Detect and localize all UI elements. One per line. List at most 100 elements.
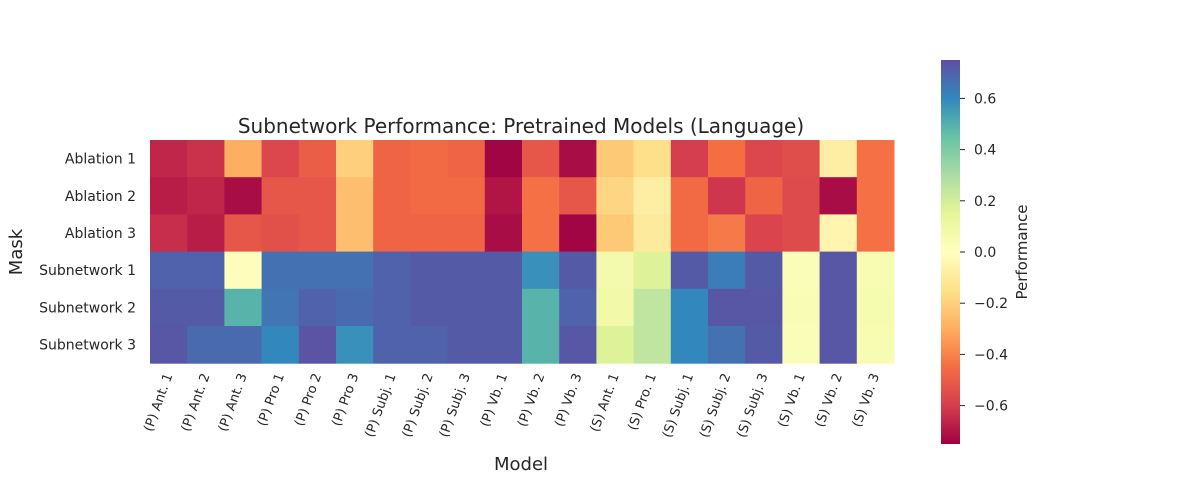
- heatmap-cell: [447, 214, 486, 253]
- heatmap-cell: [336, 288, 374, 327]
- heatmap-cell: [670, 140, 709, 178]
- heatmap-cell: [373, 326, 411, 364]
- heatmap-cell: [373, 214, 411, 253]
- heatmap-cell: [336, 140, 374, 178]
- y-axis-label: Mask: [6, 228, 27, 275]
- heatmap-cell: [745, 326, 783, 364]
- heatmap-cell: [187, 251, 225, 290]
- heatmap-cell: [856, 288, 895, 327]
- heatmap-cell: [633, 140, 672, 178]
- column-label: (P) Ant. 1: [141, 371, 176, 433]
- heatmap-cell: [559, 326, 597, 364]
- column-label: (P) Pro 2: [292, 371, 325, 428]
- heatmap-cell: [224, 214, 263, 253]
- heatmap-cell: [856, 214, 895, 253]
- heatmap-cell: [336, 326, 374, 364]
- heatmap-cell: [336, 214, 374, 253]
- colorbar-ticks: 0.6 0.4 0.2 0.0 −0.2 −0.4 −0.6: [960, 91, 1008, 415]
- heatmap-cell: [708, 326, 746, 364]
- colorbar-tick-label: −0.6: [974, 399, 1008, 415]
- heatmap-cell: [298, 326, 337, 364]
- heatmap-cell: [410, 326, 449, 364]
- heatmap-cell: [670, 288, 709, 327]
- heatmap-cell: [596, 140, 635, 178]
- heatmap-cell: [670, 214, 709, 253]
- heatmap-cell: [410, 177, 449, 215]
- column-label: (S) Vb. 1: [775, 371, 808, 429]
- heatmap-cell: [410, 214, 449, 253]
- column-label: (P) Subj. 2: [400, 371, 437, 439]
- heatmap-cell: [484, 177, 523, 215]
- heatmap-cell: [559, 251, 597, 290]
- heatmap-cell: [819, 288, 858, 327]
- column-label: (P) Subj. 3: [437, 371, 474, 439]
- heatmap-cell: [559, 214, 597, 253]
- heatmap-cell: [336, 251, 374, 290]
- heatmap-cell: [224, 251, 263, 290]
- heatmap-cell: [261, 326, 300, 364]
- row-label: Ablation 2: [65, 189, 136, 205]
- colorbar: 0.6 0.4 0.2 0.0 −0.2 −0.4 −0.6 Performance: [941, 60, 1031, 444]
- heatmap-cell: [522, 177, 560, 215]
- heatmap-cell: [819, 251, 858, 290]
- colorbar-tick-label: −0.4: [974, 347, 1008, 363]
- column-label: (P) Vb. 3: [552, 371, 585, 429]
- column-label: (S) Vb. 2: [813, 371, 846, 429]
- heatmap-cell: [559, 177, 597, 215]
- heatmap-cell: [819, 177, 858, 215]
- heatmap-cell: [187, 326, 225, 364]
- heatmap-cell: [373, 251, 411, 290]
- heatmap-cell: [261, 140, 300, 178]
- heatmap-cell: [522, 251, 560, 290]
- row-label: Ablation 1: [65, 152, 136, 168]
- colorbar-tick-label: 0.2: [974, 194, 996, 210]
- heatmap-cell: [522, 140, 560, 178]
- heatmap-cell: [559, 140, 597, 178]
- heatmap-cell: [596, 251, 635, 290]
- heatmap-cell: [856, 326, 895, 364]
- heatmap-cell: [782, 288, 821, 327]
- heatmap-cell: [819, 326, 858, 364]
- heatmap-cell: [447, 140, 486, 178]
- heatmap-cell: [522, 288, 560, 327]
- heatmap-cell: [708, 177, 746, 215]
- heatmap-cell: [298, 214, 337, 253]
- heatmap-cell: [856, 140, 895, 178]
- chart-title: Subnetwork Performance: Pretrained Model…: [238, 114, 804, 138]
- heatmap-cell: [670, 326, 709, 364]
- heatmap-cell: [782, 251, 821, 290]
- heatmap-cell: [745, 288, 783, 327]
- heatmap-cell: [484, 140, 523, 178]
- colorbar-gradient: [941, 60, 960, 444]
- heatmap-cell: [261, 214, 300, 253]
- heatmap-cell: [484, 288, 523, 327]
- heatmap-cells: [150, 140, 895, 364]
- row-labels: Ablation 1 Ablation 2 Ablation 3 Subnetwork…: [39, 152, 136, 354]
- colorbar-tick-label: 0.6: [974, 91, 996, 107]
- heatmap-cell: [633, 214, 672, 253]
- column-label: (S) Ant. 1: [588, 371, 623, 434]
- heatmap-cell: [745, 251, 783, 290]
- heatmap-cell: [224, 177, 263, 215]
- heatmap-cell: [782, 177, 821, 215]
- heatmap-cell: [224, 326, 263, 364]
- heatmap-cell: [708, 288, 746, 327]
- column-label: (S) Subj. 2: [697, 371, 734, 439]
- colorbar-tick-label: 0.4: [974, 143, 996, 159]
- heatmap-cell: [782, 214, 821, 253]
- heatmap-cell: [373, 288, 411, 327]
- heatmap-cell: [856, 177, 895, 215]
- heatmap-cell: [261, 177, 300, 215]
- heatmap-cell: [745, 177, 783, 215]
- heatmap-cell: [447, 326, 486, 364]
- column-labels: (P) Ant. 1 (P) Ant. 2 (P) Ant. 3 (P) Pro 1(…: [141, 371, 883, 439]
- heatmap-cell: [559, 288, 597, 327]
- heatmap-cell: [150, 288, 188, 327]
- heatmap-cell: [745, 140, 783, 178]
- heatmap-cell: [298, 140, 337, 178]
- heatmap-cell: [708, 214, 746, 253]
- heatmap-cell: [633, 251, 672, 290]
- heatmap-cell: [187, 214, 225, 253]
- heatmap-cell: [745, 214, 783, 253]
